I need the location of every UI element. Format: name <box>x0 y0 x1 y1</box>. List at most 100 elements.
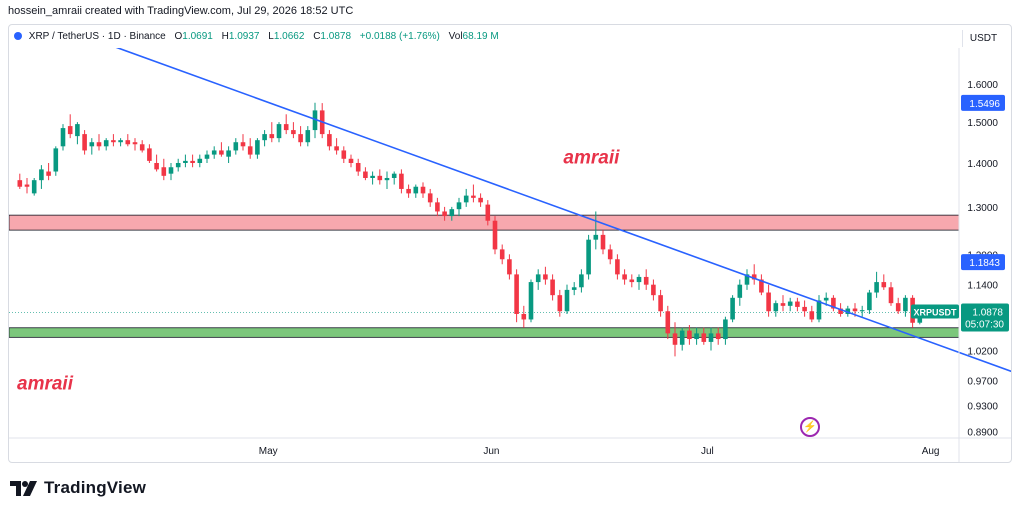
candle[interactable] <box>521 305 527 328</box>
candle[interactable] <box>413 184 419 198</box>
candle[interactable] <box>211 146 217 159</box>
candle[interactable] <box>118 138 123 147</box>
candle[interactable] <box>262 130 267 147</box>
candle[interactable] <box>571 282 577 296</box>
candle[interactable] <box>708 327 714 351</box>
time-axis[interactable]: May Jun Jul Aug <box>9 437 1011 457</box>
candle[interactable] <box>139 140 145 153</box>
candle[interactable] <box>276 122 282 143</box>
candle[interactable] <box>730 295 735 323</box>
price-tag[interactable] <box>961 254 1005 271</box>
candle[interactable] <box>312 102 318 139</box>
candle[interactable] <box>507 254 512 280</box>
candle[interactable] <box>89 138 95 155</box>
candle[interactable] <box>622 269 627 285</box>
candle[interactable] <box>147 144 152 163</box>
candle[interactable] <box>291 122 296 139</box>
candle[interactable] <box>557 289 563 317</box>
symbol-legend[interactable]: XRP / TetherUS · 1D · Binance O1.0691 H1… <box>14 31 499 42</box>
candle[interactable] <box>427 188 433 207</box>
candle[interactable] <box>226 146 231 163</box>
bolt-icon[interactable]: ⚡ <box>800 417 820 437</box>
candle[interactable] <box>651 279 656 301</box>
candle[interactable] <box>881 274 887 290</box>
candle[interactable] <box>442 206 447 221</box>
candle[interactable] <box>420 182 426 198</box>
candle[interactable] <box>327 130 332 151</box>
candle[interactable] <box>46 162 51 181</box>
candle[interactable] <box>348 154 354 168</box>
candle[interactable] <box>643 269 649 290</box>
candle[interactable] <box>593 211 599 250</box>
candle[interactable] <box>111 134 116 147</box>
candle[interactable] <box>795 297 800 312</box>
candle[interactable] <box>478 193 483 207</box>
symbol-tag[interactable] <box>911 304 959 319</box>
candle[interactable] <box>787 297 793 312</box>
candle[interactable] <box>672 322 678 357</box>
candle[interactable] <box>867 289 872 314</box>
candle[interactable] <box>31 177 37 196</box>
annotation-text[interactable]: amraii <box>563 148 620 169</box>
candle[interactable] <box>240 134 246 151</box>
candle[interactable] <box>780 295 786 312</box>
brand[interactable]: TradingView <box>10 476 146 500</box>
candle[interactable] <box>809 305 815 323</box>
candle[interactable] <box>103 138 109 151</box>
candle[interactable] <box>298 126 303 147</box>
candle[interactable] <box>82 130 87 155</box>
candle[interactable] <box>233 138 239 155</box>
currency-selector[interactable]: USDT <box>962 30 1004 47</box>
candle[interactable] <box>499 244 505 265</box>
candle[interactable] <box>831 295 836 312</box>
candle[interactable] <box>744 269 750 290</box>
candle[interactable] <box>377 169 383 185</box>
candle[interactable] <box>24 177 30 194</box>
candle[interactable] <box>255 138 260 159</box>
price-tag[interactable] <box>961 94 1005 111</box>
candle[interactable] <box>586 234 591 280</box>
candle[interactable] <box>687 324 692 345</box>
candle[interactable] <box>737 279 743 306</box>
candle[interactable] <box>341 146 347 163</box>
candle[interactable] <box>859 305 865 317</box>
candle[interactable] <box>629 274 635 288</box>
candle[interactable] <box>759 274 764 296</box>
candle[interactable] <box>370 171 375 185</box>
candle[interactable] <box>247 138 253 159</box>
candle[interactable] <box>53 146 59 176</box>
candle[interactable] <box>701 327 707 345</box>
candle[interactable] <box>636 274 642 290</box>
candle[interactable] <box>190 154 195 168</box>
candle[interactable] <box>600 230 606 255</box>
candle[interactable] <box>845 305 851 317</box>
candle[interactable] <box>665 305 671 340</box>
candle[interactable] <box>305 126 311 147</box>
symbol-name[interactable]: XRP / TetherUS · 1D · Binance <box>28 31 166 42</box>
candle[interactable] <box>535 269 541 290</box>
candle[interactable] <box>579 269 584 293</box>
candle[interactable] <box>766 284 771 317</box>
candle[interactable] <box>96 134 102 151</box>
candle[interactable] <box>39 165 44 189</box>
candle[interactable] <box>715 327 721 345</box>
candle[interactable] <box>175 158 181 172</box>
candle[interactable] <box>492 216 498 255</box>
candle[interactable] <box>543 266 548 285</box>
candle[interactable] <box>269 122 275 143</box>
candle[interactable] <box>75 122 80 145</box>
candle[interactable] <box>391 171 397 185</box>
candle[interactable] <box>903 295 908 317</box>
candle[interactable] <box>168 162 174 181</box>
candle[interactable] <box>183 154 188 168</box>
candle[interactable] <box>816 295 822 323</box>
candle[interactable] <box>658 289 663 317</box>
price-axis[interactable]: 1.60001.50001.40001.30001.20001.14001.02… <box>911 48 1009 462</box>
candle[interactable] <box>67 114 73 139</box>
trendline[interactable] <box>9 48 1011 402</box>
candle[interactable] <box>161 158 167 181</box>
candle[interactable] <box>564 284 570 314</box>
candle[interactable] <box>528 279 534 323</box>
candle[interactable] <box>773 300 779 317</box>
